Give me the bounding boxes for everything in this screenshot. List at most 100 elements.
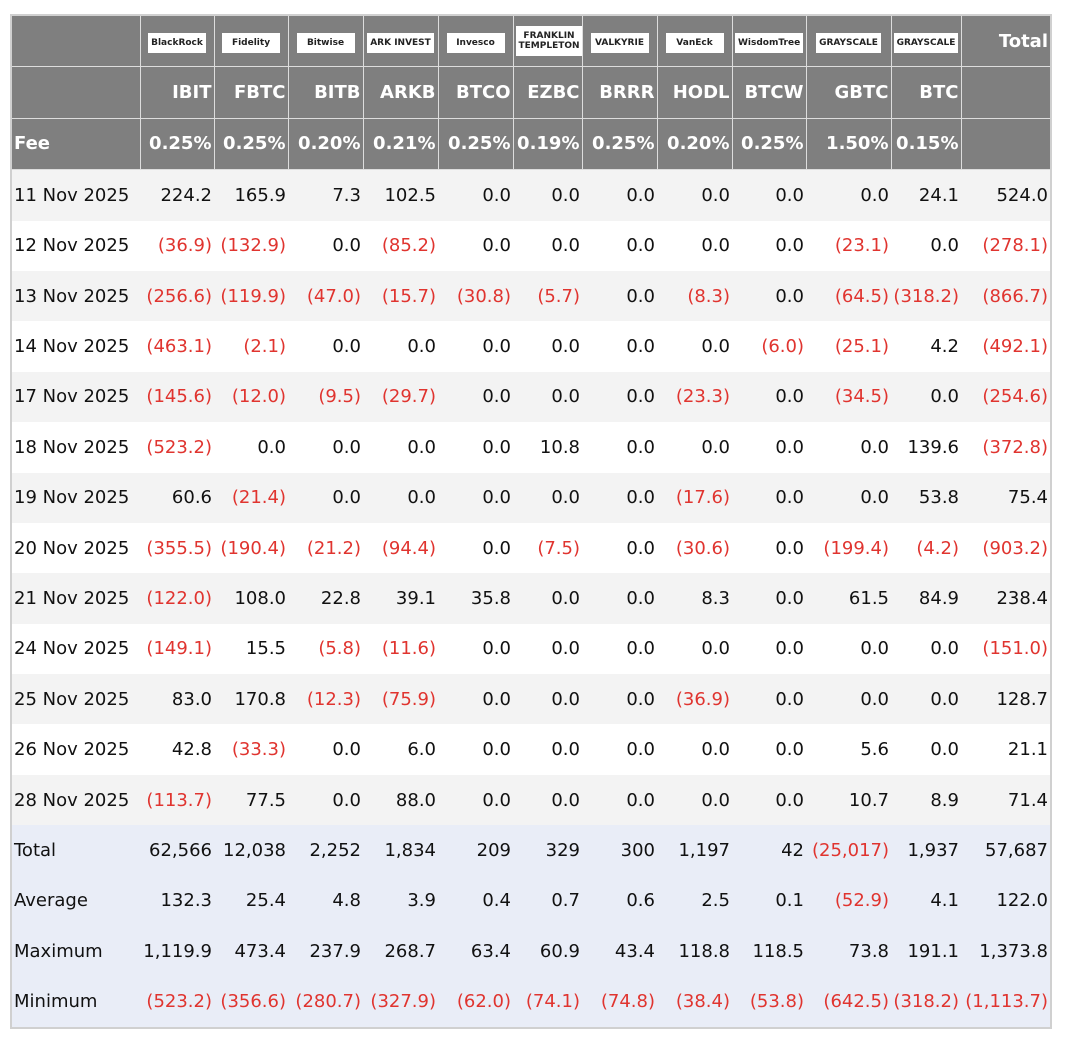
summary-value: (356.6) bbox=[214, 976, 288, 1028]
flow-value: 0.0 bbox=[582, 422, 657, 473]
summary-value: (1,113.7) bbox=[961, 976, 1051, 1028]
flow-value: 7.3 bbox=[288, 169, 363, 221]
flow-value: (5.8) bbox=[288, 623, 363, 675]
date: 24 Nov 2025 bbox=[11, 623, 140, 675]
blank-cell bbox=[960, 66, 1051, 119]
flow-value: 39.1 bbox=[363, 573, 438, 624]
flow-value: 108.0 bbox=[214, 573, 288, 624]
summary-label: Average bbox=[11, 875, 140, 927]
flow-value: (9.5) bbox=[288, 371, 363, 423]
flow-value: (113.7) bbox=[140, 774, 214, 826]
flow-value: 0.0 bbox=[582, 321, 657, 372]
summary-value: (280.7) bbox=[288, 976, 363, 1028]
flow-value: 0.0 bbox=[806, 472, 891, 523]
flow-value: 0.0 bbox=[806, 422, 891, 473]
flow-value: (21.2) bbox=[288, 522, 363, 574]
flow-value: 0.0 bbox=[363, 472, 438, 523]
summary-value: (318.2) bbox=[891, 976, 961, 1028]
summary-value: (52.9) bbox=[806, 875, 891, 927]
flow-value: 0.0 bbox=[438, 774, 513, 826]
flow-value: (29.7) bbox=[363, 371, 438, 423]
flow-value: 60.6 bbox=[140, 472, 214, 523]
data-row: 21 Nov 2025 (122.0) 108.0 22.8 39.1 35.8 0.0 0.… bbox=[11, 573, 1051, 624]
logo-cell: Bitwise bbox=[287, 15, 363, 68]
summary-value: 300 bbox=[582, 825, 657, 876]
logo-cell: FRANKLIN TEMPLETON bbox=[512, 15, 582, 68]
date: 12 Nov 2025 bbox=[11, 220, 140, 271]
flow-value: (36.9) bbox=[140, 220, 214, 271]
data-row: 11 Nov 2025 224.2 165.9 7.3 102.5 0.0 0.0 0.0 0.… bbox=[11, 169, 1051, 221]
summary-value: (74.1) bbox=[513, 976, 582, 1028]
flow-value: 0.0 bbox=[806, 674, 891, 725]
logo-cell: BlackRock bbox=[139, 15, 214, 68]
corner-cell bbox=[10, 66, 140, 119]
date: 14 Nov 2025 bbox=[11, 321, 140, 372]
fee: 0.25% bbox=[731, 118, 806, 171]
flow-value: 0.0 bbox=[732, 270, 806, 322]
flow-value: 35.8 bbox=[438, 573, 513, 624]
date: 17 Nov 2025 bbox=[11, 371, 140, 423]
flow-value: (149.1) bbox=[140, 623, 214, 675]
flow-value: (355.5) bbox=[140, 522, 214, 574]
flow-value: 0.0 bbox=[513, 724, 582, 775]
flow-value: (7.5) bbox=[513, 522, 582, 574]
flow-value: 0.0 bbox=[582, 270, 657, 322]
flow-value: 4.2 bbox=[891, 321, 961, 372]
flow-value: 5.6 bbox=[806, 724, 891, 775]
flow-value: 0.0 bbox=[732, 674, 806, 725]
summary-value: 43.4 bbox=[582, 926, 657, 977]
summary-value: 1,937 bbox=[891, 825, 961, 876]
fee-row: Fee 0.25% 0.25% 0.20% 0.21% 0.25% 0.19% 0.25% 0.… bbox=[10, 118, 1051, 171]
flow-value: 238.4 bbox=[961, 573, 1051, 624]
data-row: 14 Nov 2025 (463.1) (2.1) 0.0 0.0 0.0 0.0 0.0 0.… bbox=[11, 321, 1051, 372]
flow-value: 0.0 bbox=[288, 774, 363, 826]
flow-value: 224.2 bbox=[140, 169, 214, 221]
flow-value: (47.0) bbox=[288, 270, 363, 322]
summary-value: 0.4 bbox=[438, 875, 513, 927]
flow-value: 75.4 bbox=[961, 472, 1051, 523]
summary-value: 118.8 bbox=[657, 926, 732, 977]
logo-row: BlackRock Fidelity Bitwise ARK INVEST Invesc… bbox=[10, 15, 1051, 68]
data-row: 18 Nov 2025 (523.2) 0.0 0.0 0.0 0.0 10.8 0.0 0.0… bbox=[11, 422, 1051, 473]
flow-value: (21.4) bbox=[214, 472, 288, 523]
flow-value: 42.8 bbox=[140, 724, 214, 775]
date: 18 Nov 2025 bbox=[11, 422, 140, 473]
flow-value: 0.0 bbox=[438, 371, 513, 423]
flow-value: 22.8 bbox=[288, 573, 363, 624]
flow-value: (8.3) bbox=[657, 270, 732, 322]
summary-value: 2.5 bbox=[657, 875, 732, 927]
issuer-logo: Invesco bbox=[446, 33, 505, 54]
flow-value: 0.0 bbox=[891, 371, 961, 423]
fee: 1.50% bbox=[805, 118, 891, 171]
summary-value: 473.4 bbox=[214, 926, 288, 977]
data-row: 25 Nov 2025 83.0 170.8 (12.3) (75.9) 0.0 0.0 0.… bbox=[11, 674, 1051, 725]
flow-value: 0.0 bbox=[657, 321, 732, 372]
flow-value: (30.8) bbox=[438, 270, 513, 322]
flow-value: (278.1) bbox=[961, 220, 1051, 271]
summary-value: 329 bbox=[513, 825, 582, 876]
flow-value: 8.3 bbox=[657, 573, 732, 624]
flow-value: (64.5) bbox=[806, 270, 891, 322]
flow-value: 0.0 bbox=[732, 169, 806, 221]
data-row: 19 Nov 2025 60.6 (21.4) 0.0 0.0 0.0 0.0 0.0 (17.… bbox=[11, 472, 1051, 523]
summary-value: (327.9) bbox=[363, 976, 438, 1028]
total-header: Total bbox=[960, 15, 1051, 68]
summary-value: 42 bbox=[732, 825, 806, 876]
data-row: 17 Nov 2025 (145.6) (12.0) (9.5) (29.7) 0.0 0.… bbox=[11, 371, 1051, 423]
ticker: BITB bbox=[287, 66, 363, 119]
data-row: 28 Nov 2025 (113.7) 77.5 0.0 88.0 0.0 0.0 0.0 0.… bbox=[11, 774, 1051, 826]
flow-value: 0.0 bbox=[288, 321, 363, 372]
flow-value: 0.0 bbox=[438, 321, 513, 372]
flow-value: 84.9 bbox=[891, 573, 961, 624]
flow-value: 8.9 bbox=[891, 774, 961, 826]
summary-value: (62.0) bbox=[438, 976, 513, 1028]
flow-value: 0.0 bbox=[288, 472, 363, 523]
flow-value: (12.0) bbox=[214, 371, 288, 423]
fee: 0.21% bbox=[362, 118, 438, 171]
flow-value: 0.0 bbox=[513, 371, 582, 423]
ticker: BTCW bbox=[731, 66, 806, 119]
fee: 0.25% bbox=[213, 118, 288, 171]
issuer-logo: WisdomTree bbox=[735, 33, 803, 54]
flow-value: 0.0 bbox=[582, 774, 657, 826]
flow-value: 21.1 bbox=[961, 724, 1051, 775]
